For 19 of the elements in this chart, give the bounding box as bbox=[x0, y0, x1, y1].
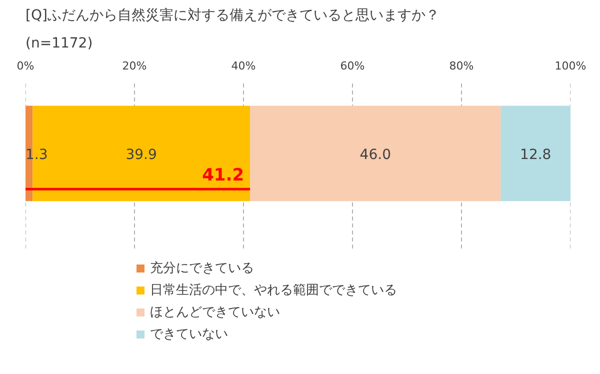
data-label: 39.9 bbox=[126, 146, 157, 163]
x-tick-label: 100% bbox=[554, 60, 586, 72]
annotation: 41.2 bbox=[202, 165, 244, 186]
x-tick-label: 60% bbox=[340, 60, 365, 72]
chart-subtitle: (n=1172) bbox=[26, 36, 93, 52]
x-tick-label: 0% bbox=[16, 60, 34, 72]
x-tick-label: 80% bbox=[449, 60, 474, 72]
chart-title: [Q]ふだんから自然災害に対する備えができていると思いますか？ bbox=[26, 8, 440, 24]
bar bbox=[250, 106, 501, 202]
data-label: 1.3 bbox=[26, 146, 48, 163]
legend-label: できていない bbox=[150, 326, 228, 343]
data-label: 46.0 bbox=[360, 146, 391, 163]
bar bbox=[500, 106, 570, 202]
legend-label: ほとんどできていない bbox=[150, 304, 280, 321]
legend-label: 日常生活の中で、やれる範囲でできている bbox=[150, 282, 397, 299]
x-tick-label: 20% bbox=[122, 60, 147, 72]
legend-label: 充分にできている bbox=[150, 260, 254, 277]
data-label: 12.8 bbox=[520, 146, 552, 163]
x-tick-label: 40% bbox=[231, 60, 256, 72]
